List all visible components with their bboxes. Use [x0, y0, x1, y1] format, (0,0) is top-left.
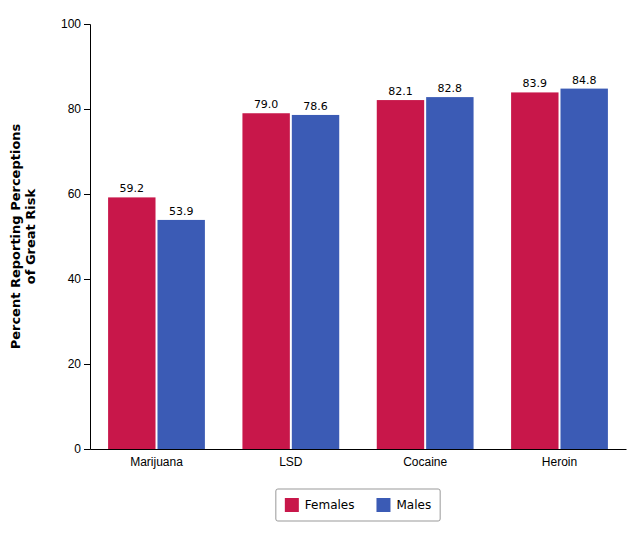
tick-mark — [84, 449, 90, 450]
legend-item: Males — [376, 498, 431, 512]
tick-mark — [84, 364, 90, 365]
tick-label: 0 — [74, 442, 81, 456]
data-labels: 59.2 79.0 82.1 83.9 53.9 78.6 82.8 84.8 — [120, 74, 597, 218]
legend-frame — [276, 489, 440, 521]
legend-swatch — [376, 498, 390, 512]
bar — [560, 89, 607, 449]
data-label: 53.9 — [169, 205, 194, 218]
plot: 59.2 79.0 82.1 83.9 53.9 78.6 82.8 84.8 0 20 40 60 8… — [8, 17, 627, 468]
tick-label: 100 — [61, 17, 81, 31]
tick: 100 — [61, 17, 90, 31]
bar — [426, 97, 473, 449]
axis-line — [84, 25, 91, 450]
tick: 60 — [68, 187, 90, 201]
bar — [242, 113, 289, 449]
tick: LSD — [279, 455, 303, 469]
tick-label: 60 — [68, 187, 82, 201]
bar — [292, 115, 339, 449]
data-label: 82.1 — [388, 85, 413, 98]
data-label: 59.2 — [120, 182, 145, 195]
tick-mark — [84, 279, 90, 280]
legend: Females Males — [276, 489, 440, 521]
tick: Heroin — [542, 455, 577, 469]
data-label: 83.9 — [523, 77, 548, 90]
legend-label: Males — [396, 498, 431, 512]
tick-label: Heroin — [542, 455, 577, 469]
axis-title-line: of Great Risk — [23, 188, 38, 284]
tick-mark — [84, 109, 90, 110]
tick-label: 40 — [68, 272, 82, 286]
axis-title-line: Percent Reporting Perceptions — [8, 123, 23, 349]
tick: 80 — [68, 102, 90, 116]
bar — [108, 197, 155, 449]
axis-title: Percent Reporting Perceptionsof Great Ri… — [8, 123, 38, 349]
data-label: 82.8 — [438, 82, 463, 95]
tick: Marijuana — [130, 455, 183, 469]
tick: Cocaine — [403, 455, 447, 469]
legend-swatch — [285, 498, 299, 512]
bar — [511, 92, 558, 449]
bar — [157, 220, 204, 449]
bars — [108, 89, 608, 449]
legend-items: Females Males — [285, 498, 431, 512]
tick-mark — [84, 24, 90, 25]
bar — [377, 100, 424, 449]
data-label: 78.6 — [303, 100, 328, 113]
tick: 0 — [74, 442, 90, 456]
legend-label: Females — [305, 498, 355, 512]
x-axis: Marijuana LSD Cocaine Heroin — [91, 450, 627, 469]
axis-line — [91, 449, 627, 450]
tick-label: Cocaine — [403, 455, 447, 469]
chart: 59.2 79.0 82.1 83.9 53.9 78.6 82.8 84.8 0 20 40 60 8… — [0, 0, 642, 541]
data-label: 84.8 — [572, 74, 597, 87]
y-axis: 0 20 40 60 80 100 — [61, 17, 91, 456]
tick-label: 80 — [68, 102, 82, 116]
tick: 20 — [68, 357, 90, 371]
chart-container: 59.2 79.0 82.1 83.9 53.9 78.6 82.8 84.8 0 20 40 60 8… — [0, 0, 642, 541]
tick: 40 — [68, 272, 90, 286]
tick-mark — [84, 194, 90, 195]
data-label: 79.0 — [254, 98, 279, 111]
tick-label: LSD — [279, 455, 303, 469]
legend-item: Females — [285, 498, 355, 512]
tick-label: Marijuana — [130, 455, 183, 469]
tick-label: 20 — [68, 357, 82, 371]
